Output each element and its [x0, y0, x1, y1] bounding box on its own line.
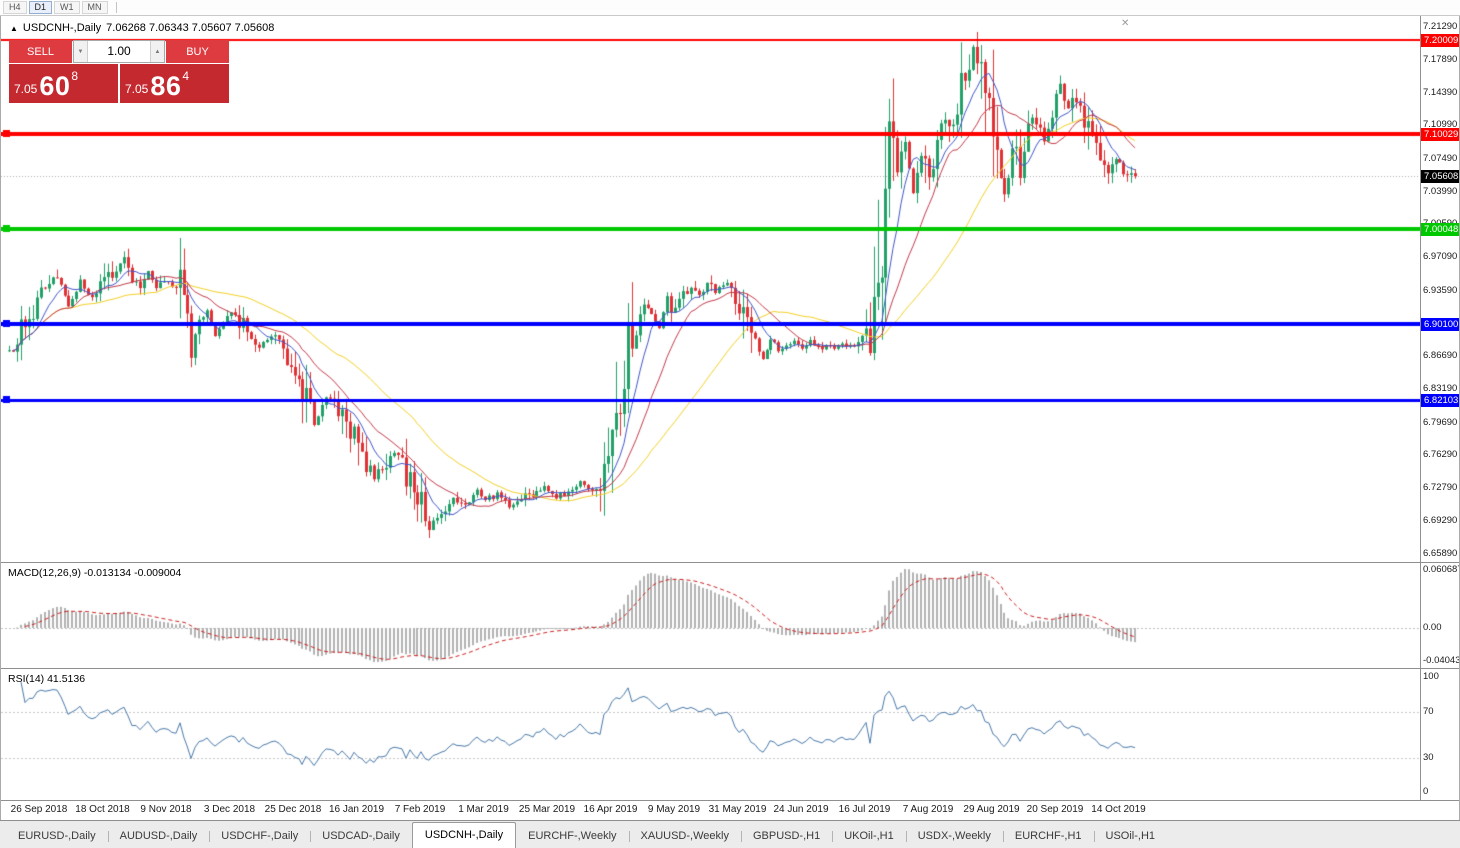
- date-axis-label: 20 Sep 2019: [1026, 804, 1084, 815]
- timeframe-toolbar: H4 D1 W1 MN: [0, 0, 1460, 16]
- timeframe-w1-button[interactable]: W1: [54, 1, 80, 14]
- chart-title: ▲ USDCNH-,Daily 7.06268 7.06343 7.05607 …: [10, 22, 274, 34]
- volume-decrease-button[interactable]: ▼: [74, 41, 88, 62]
- chart-tab-usdchf-daily[interactable]: USDCHF-,Daily: [209, 825, 310, 848]
- date-axis-label: 7 Feb 2019: [394, 804, 446, 815]
- bid-price-tag: 7.05608: [1421, 170, 1459, 184]
- chart-tab-gbpusd-h1[interactable]: GBPUSD-,H1: [740, 825, 832, 848]
- rsi-canvas[interactable]: [1, 669, 1421, 800]
- sell-button[interactable]: SELL: [9, 40, 72, 63]
- macd-axis-label: 0.00: [1423, 621, 1442, 633]
- macd-canvas[interactable]: [1, 563, 1421, 668]
- sell-price-pip: 8: [71, 69, 79, 83]
- chart-tab-eurusd-daily[interactable]: EURUSD-,Daily: [18, 830, 96, 842]
- macd-axis-label: 0.060687: [1423, 564, 1459, 575]
- timeframe-h4-button[interactable]: H4: [3, 1, 27, 14]
- date-axis-label: 9 Nov 2018: [140, 804, 192, 815]
- chart-tab-usdcad-daily[interactable]: USDCAD-,Daily: [310, 825, 412, 848]
- toolbar-separator: [115, 2, 117, 13]
- rsi-axis-label: 30: [1423, 751, 1434, 763]
- volume-increase-button[interactable]: ▲: [150, 41, 164, 62]
- price-axis-label: 7.07490: [1423, 152, 1458, 164]
- timeframe-mn-button[interactable]: MN: [81, 1, 108, 14]
- date-axis-label: 29 Aug 2019: [963, 804, 1020, 815]
- price-chart-canvas[interactable]: [1, 16, 1421, 562]
- macd-panel: MACD(12,26,9) -0.013134 -0.009004 0.0606…: [1, 562, 1459, 668]
- price-axis-label: 6.79690: [1423, 416, 1458, 428]
- date-axis-label: 7 Aug 2019: [902, 804, 954, 815]
- hline-price-tag: 7.10029: [1421, 128, 1459, 142]
- price-axis-label: 6.93590: [1423, 284, 1458, 296]
- rsi-axis-label: 100: [1423, 671, 1439, 682]
- chart-symbol-period: USDCNH-,Daily: [22, 22, 102, 34]
- chart-tab-usdcnh-daily[interactable]: USDCNH-,Daily: [411, 822, 517, 848]
- price-axis-label: 6.83190: [1423, 383, 1458, 395]
- date-axis-label: 24 Jun 2019: [773, 804, 829, 815]
- chart-tab-xauusd-weekly[interactable]: XAUUSD-,Weekly: [628, 825, 741, 848]
- buy-price-prefix: 7.05: [125, 82, 149, 96]
- price-axis-label: 7.17890: [1423, 53, 1458, 65]
- price-axis-label: 6.72790: [1423, 482, 1458, 494]
- timeframe-d1-button[interactable]: D1: [28, 1, 53, 14]
- chart-window: ▲ USDCNH-,Daily 7.06268 7.06343 7.05607 …: [0, 16, 1460, 820]
- chart-tab-ukoil-h1[interactable]: UKOil-,H1: [832, 825, 906, 848]
- chart-tab-usdx-weekly[interactable]: USDX-,Weekly: [905, 825, 1003, 848]
- chart-tab-eurchf-h1[interactable]: EURCHF-,H1: [1002, 825, 1094, 848]
- buy-button[interactable]: BUY: [166, 40, 229, 63]
- macd-axis: 0.060687 0.00 -0.04043: [1420, 563, 1459, 668]
- price-axis-label: 7.14390: [1423, 87, 1458, 98]
- date-axis-label: 16 Jan 2019: [328, 804, 385, 815]
- date-axis-label: 16 Jul 2019: [838, 804, 891, 815]
- macd-label: MACD(12,26,9) -0.013134 -0.009004: [8, 567, 182, 579]
- hline-price-tag: 6.82103: [1421, 393, 1459, 407]
- date-axis-label: 1 Mar 2019: [458, 804, 509, 815]
- hline-price-tag: 7.20009: [1421, 33, 1459, 47]
- price-axis[interactable]: 7.21290 7.17890 7.14390 7.10990 7.07490 7.039…: [1420, 16, 1459, 562]
- price-axis-label: 6.97090: [1423, 251, 1458, 263]
- price-axis-label: 6.65890: [1423, 547, 1458, 559]
- one-click-trading-panel: SELL ▼ 1.00 ▲ BUY 7.05 60 8 7.05 86 4: [9, 40, 229, 103]
- date-axis-label: 9 May 2019: [647, 804, 701, 815]
- sell-price-big: 60: [39, 71, 71, 101]
- chart-tab-audusd-daily[interactable]: AUDUSD-,Daily: [107, 825, 210, 848]
- price-axis-label: 7.21290: [1423, 21, 1458, 33]
- date-axis-label: 26 Sep 2018: [10, 804, 68, 815]
- buy-price-display[interactable]: 7.05 86 4: [120, 64, 229, 103]
- chart-tab-eurchf-weekly[interactable]: EURCHF-,Weekly: [528, 830, 617, 842]
- date-axis-label: 14 Oct 2019: [1091, 804, 1146, 815]
- date-axis-label: 16 Apr 2019: [583, 804, 638, 815]
- buy-price-pip: 4: [182, 69, 190, 83]
- rsi-label: RSI(14) 41.5136: [8, 673, 86, 685]
- rsi-axis: 100 70 30 0: [1420, 669, 1459, 800]
- date-axis-label: 3 Dec 2018: [203, 804, 256, 815]
- close-icon[interactable]: ✕: [1121, 18, 1130, 29]
- hline-price-tag: 6.90100: [1421, 317, 1459, 331]
- one-click-collapse-icon[interactable]: ▲: [10, 23, 18, 33]
- price-axis-label: 7.10990: [1423, 119, 1458, 131]
- chart-tab-bar: EURUSD-,Daily AUDUSD-,Daily USDCHF-,Daily U…: [0, 820, 1460, 848]
- price-chart-panel: ▲ USDCNH-,Daily 7.06268 7.06343 7.05607 …: [1, 16, 1459, 562]
- price-axis-label: 6.69290: [1423, 515, 1458, 527]
- price-axis-label: 6.76290: [1423, 448, 1458, 460]
- rsi-axis-label: 70: [1423, 705, 1434, 717]
- buy-price-big: 86: [150, 71, 182, 101]
- price-axis-label: 7.03990: [1423, 185, 1458, 197]
- date-axis-label: 25 Dec 2018: [264, 804, 322, 815]
- chart-ohlc-values: 7.06268 7.06343 7.05607 7.05608: [106, 22, 275, 34]
- date-axis-label: 25 Mar 2019: [518, 804, 576, 815]
- sell-price-prefix: 7.05: [14, 82, 38, 96]
- date-axis[interactable]: 26 Sep 2018 18 Oct 2018 9 Nov 2018 3 Dec 20…: [1, 800, 1459, 820]
- chart-tab-usoil-h1[interactable]: USOil-,H1: [1093, 825, 1168, 848]
- price-axis-label: 6.86690: [1423, 350, 1458, 362]
- hline-price-tag: 7.00048: [1421, 223, 1459, 237]
- sell-price-display[interactable]: 7.05 60 8: [9, 64, 118, 103]
- rsi-axis-label: 0: [1423, 786, 1429, 797]
- macd-axis-label: -0.04043: [1423, 655, 1459, 666]
- volume-value[interactable]: 1.00: [107, 44, 131, 58]
- rsi-panel: RSI(14) 41.5136 100 70 30 0: [1, 668, 1459, 800]
- volume-spinner: ▼ 1.00 ▲: [73, 40, 165, 63]
- date-axis-label: 18 Oct 2018: [75, 804, 130, 815]
- date-axis-label: 31 May 2019: [708, 804, 767, 815]
